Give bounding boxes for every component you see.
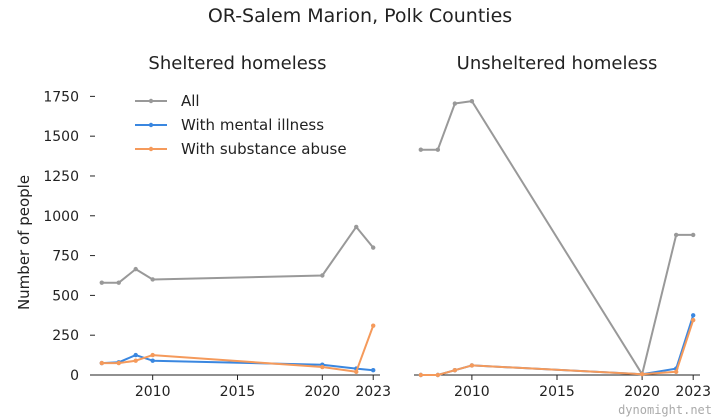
panel1-point-all-2008 (116, 280, 121, 285)
panel1-point-with-substance-abuse-2008 (116, 360, 121, 366)
panel1-point-all-2009 (133, 266, 138, 272)
panel1-point-all-2007 (99, 280, 104, 285)
panel1-y-tick-label-0: 0 (70, 368, 79, 384)
legend-label-with-mental-illness: With mental illness (181, 116, 324, 134)
panel2-x-tick-label-2023: 2023 (675, 384, 711, 400)
panel2-point-all-2023 (690, 232, 696, 238)
panel2-point-with-substance-abuse-2007 (418, 372, 424, 378)
legend-marker-all (148, 98, 154, 104)
panel1-y-tick-label-1750: 1750 (43, 89, 79, 105)
panel2-point-with-substance-abuse-2010 (469, 363, 475, 368)
panel2-point-with-substance-abuse-2008 (435, 372, 441, 378)
panel2-series-all (420, 100, 694, 376)
panel2-point-with-substance-abuse-2009 (452, 368, 458, 373)
legend-marker-with-substance-abuse (148, 146, 154, 152)
panel2-point-all-2022 (673, 232, 679, 238)
panel1-y-tick-label-1000: 1000 (43, 209, 79, 225)
panel2-point-with-substance-abuse-2023 (690, 317, 696, 323)
panel1-point-all-2022 (354, 224, 359, 230)
panel2-point-with-substance-abuse-2020 (639, 372, 645, 377)
panel2-x-tick-label-2015: 2015 (539, 384, 575, 400)
panel1-series-all (101, 225, 374, 284)
panel1-y-tick-label-1500: 1500 (43, 129, 79, 145)
panel2-series-with-mental-illness (420, 314, 695, 376)
panel1-point-with-mental-illness-2009 (133, 352, 138, 358)
watermark: dynomight.net (618, 403, 712, 417)
panel2-point-all-2008 (435, 147, 441, 152)
panel1-point-with-mental-illness-2023 (371, 368, 376, 373)
panel2-x-tick-label-2010: 2010 (454, 384, 490, 400)
figure-title: OR-Salem Marion, Polk Counties (207, 5, 513, 27)
panel1-y-tick-label-1250: 1250 (43, 169, 79, 185)
panel1-point-with-substance-abuse-2022 (354, 369, 359, 375)
panel1-point-with-substance-abuse-2009 (133, 358, 138, 363)
panel2-point-all-2007 (418, 147, 424, 152)
panel1-point-with-mental-illness-2010 (150, 358, 155, 363)
panel1-point-with-substance-abuse-2023 (371, 323, 376, 328)
panel1-point-with-substance-abuse-2007 (99, 360, 104, 366)
panel1-point-with-substance-abuse-2020 (320, 364, 325, 370)
panel1-point-all-2010 (150, 277, 155, 282)
panel1-y-tick-label-250: 250 (52, 328, 79, 344)
panel1-point-all-2020 (320, 273, 325, 278)
panel2-point-all-2009 (452, 101, 458, 106)
panel1-y-tick-label-500: 500 (52, 288, 79, 304)
panel1-point-with-substance-abuse-2010 (150, 352, 155, 358)
panel2-x-tick-label-2020: 2020 (624, 384, 660, 400)
panel1-point-all-2023 (371, 245, 376, 250)
legend-label-with-substance-abuse: With substance abuse (181, 140, 347, 158)
panel2-point-with-mental-illness-2023 (690, 313, 696, 318)
legend-label-all: All (181, 92, 200, 110)
panel1-y-tick-label-750: 750 (52, 249, 79, 265)
panel1-title: Sheltered homeless (148, 53, 326, 74)
panel1-x-tick-label-2023: 2023 (355, 384, 391, 400)
panel2-title: Unsheltered homeless (457, 53, 658, 74)
panel1-x-tick-label-2015: 2015 (220, 384, 256, 400)
panel1-y-axis-label: Number of people (15, 175, 33, 310)
panel1-x-tick-label-2020: 2020 (305, 384, 341, 400)
panel2-point-all-2010 (469, 98, 475, 104)
panel2-point-with-substance-abuse-2022 (673, 369, 679, 375)
panel1-x-tick-label-2010: 2010 (135, 384, 171, 400)
legend-marker-with-mental-illness (148, 122, 154, 128)
